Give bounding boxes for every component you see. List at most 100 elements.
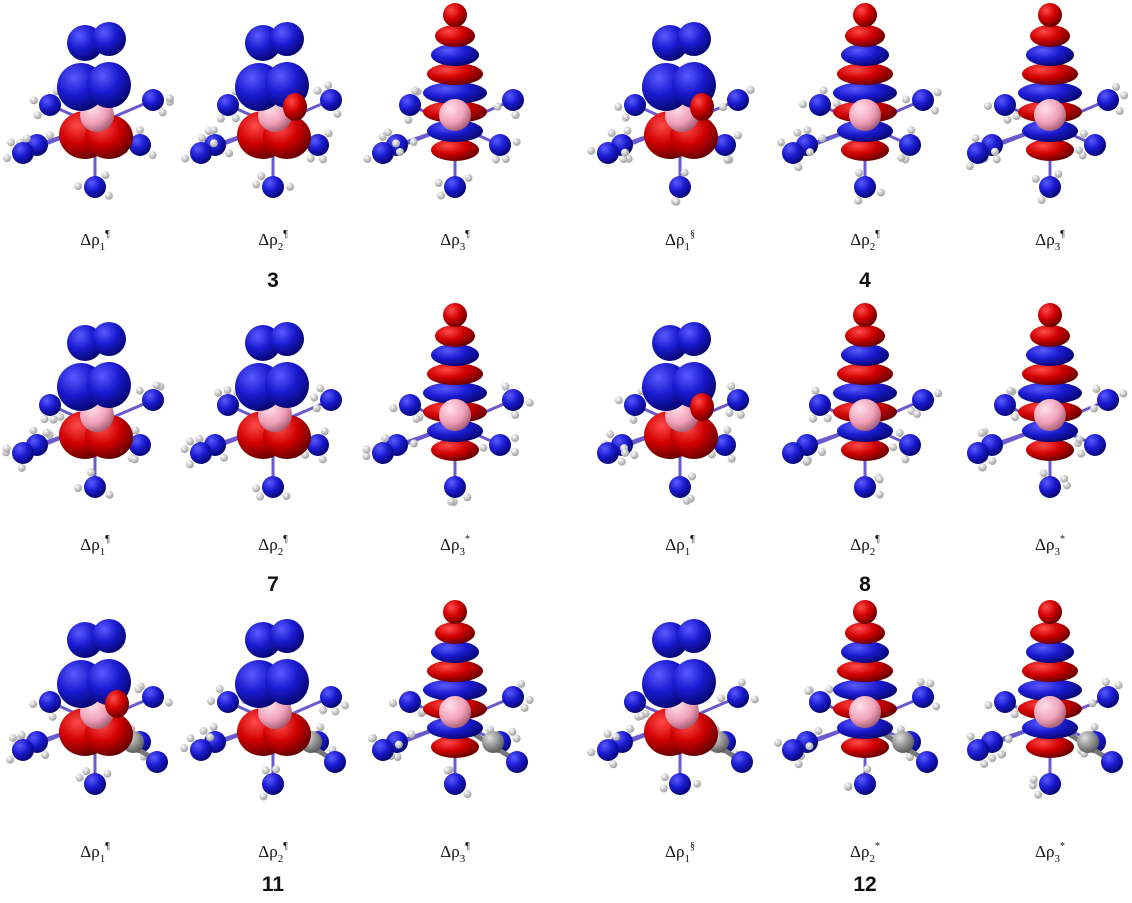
ligand xyxy=(444,176,466,198)
nitrogen xyxy=(506,751,528,773)
hydrogen xyxy=(1077,450,1085,458)
hydrogen xyxy=(804,687,812,695)
label-subscript: 2 xyxy=(870,546,876,558)
hydrogen xyxy=(1006,387,1014,395)
hydrogen xyxy=(210,723,218,731)
ligand xyxy=(372,142,394,164)
hydrogen xyxy=(207,697,215,705)
label-subscript: 2 xyxy=(869,853,875,865)
ligand xyxy=(142,686,164,708)
hydrogen xyxy=(180,744,188,752)
lobe xyxy=(841,439,889,461)
hydrogen xyxy=(1011,413,1019,421)
lobe xyxy=(845,325,885,347)
metal xyxy=(439,99,471,131)
lobe xyxy=(841,44,889,66)
lobe xyxy=(270,619,304,653)
hydrogen xyxy=(932,702,940,710)
label-symbol: Δρ xyxy=(665,535,684,554)
orbital-label: Δρ2¶ xyxy=(258,841,288,865)
hydrogen xyxy=(46,131,54,139)
hydrogen xyxy=(991,148,999,156)
hydrogen xyxy=(286,183,294,191)
ligand xyxy=(372,739,394,761)
nitrogen xyxy=(1101,751,1123,773)
hydrogen xyxy=(621,449,629,457)
hydrogen xyxy=(1092,385,1100,393)
molecule-image xyxy=(774,600,940,795)
hydrogen xyxy=(310,394,318,402)
nitrogen xyxy=(324,751,346,773)
hydrogen xyxy=(43,429,51,437)
compound-number: 4 xyxy=(859,269,871,292)
hydrogen xyxy=(511,448,519,456)
lobe xyxy=(435,25,475,47)
lobe xyxy=(443,600,467,624)
hydrogen xyxy=(435,179,443,187)
hydrogen xyxy=(76,774,84,782)
hydrogen xyxy=(877,188,885,196)
hydrogen xyxy=(34,111,42,119)
ligand xyxy=(502,89,524,111)
lobe xyxy=(1022,660,1078,682)
hydrogen xyxy=(404,116,412,124)
hydrogen xyxy=(410,138,418,146)
label-superscript: ¶ xyxy=(105,229,110,240)
hydrogen xyxy=(437,192,445,200)
ligand xyxy=(399,394,421,416)
label-superscript: ¶ xyxy=(283,229,288,240)
hydrogen xyxy=(412,415,420,423)
molecule-image xyxy=(782,303,942,499)
hydrogen xyxy=(131,427,139,435)
hydrogen xyxy=(820,86,828,94)
hydrogen xyxy=(622,114,630,122)
ligand xyxy=(489,434,511,456)
hydrogen xyxy=(384,128,392,136)
hydrogen xyxy=(683,497,691,505)
hydrogen xyxy=(972,134,980,142)
label-superscript: ¶ xyxy=(875,534,880,545)
label-subscript: 1 xyxy=(685,546,691,558)
label-symbol: Δρ xyxy=(850,535,869,554)
ligand xyxy=(262,176,284,198)
lobe xyxy=(431,139,479,161)
hydrogen xyxy=(444,767,452,775)
hydrogen xyxy=(997,751,1005,759)
molecule-image xyxy=(181,22,342,198)
hydrogen xyxy=(844,782,852,790)
hydrogen xyxy=(216,685,224,693)
ligand xyxy=(597,442,619,464)
lobe xyxy=(431,44,479,66)
molecule-image xyxy=(6,619,173,795)
ligand xyxy=(994,394,1016,416)
ligand xyxy=(12,442,34,464)
hydrogen xyxy=(727,382,735,390)
hydrogen xyxy=(511,111,519,119)
hydrogen xyxy=(1030,776,1038,784)
lobe xyxy=(283,93,307,121)
molecule-image xyxy=(587,22,754,206)
orbital-label: Δρ3* xyxy=(440,534,470,558)
label-subscript: 1 xyxy=(100,241,106,253)
hydrogen xyxy=(806,148,814,156)
label-subscript: 3 xyxy=(459,546,465,558)
hydrogen xyxy=(719,103,727,111)
metal xyxy=(1034,399,1066,431)
hydrogen xyxy=(1088,699,1096,707)
compound-number: 8 xyxy=(859,573,871,596)
hydrogen xyxy=(612,733,620,741)
label-symbol: Δρ xyxy=(850,842,869,861)
hydrogen xyxy=(809,415,817,423)
ligand xyxy=(967,442,989,464)
label-symbol: Δρ xyxy=(665,230,684,249)
hydrogen xyxy=(811,387,819,395)
hydrogen xyxy=(186,460,194,468)
nitrogen xyxy=(146,751,168,773)
orbital-label: Δρ2* xyxy=(850,841,880,865)
label-subscript: 1 xyxy=(684,241,690,253)
orbital-label: Δρ2¶ xyxy=(850,229,880,253)
lobe xyxy=(270,22,304,56)
molecule-image xyxy=(3,22,174,200)
hydrogen xyxy=(1040,469,1048,477)
hydrogen xyxy=(319,155,327,163)
